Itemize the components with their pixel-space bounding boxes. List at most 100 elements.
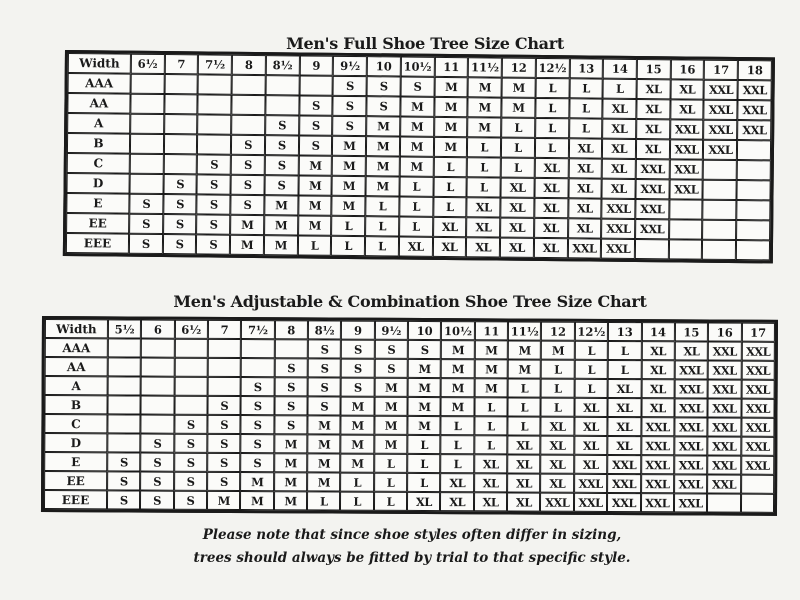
tree-size-cell: S — [400, 76, 435, 97]
empty-cell — [174, 357, 208, 377]
tree-size-cell: S — [231, 134, 266, 156]
tree-size-cell: XL — [500, 197, 535, 218]
tree-size-cell: M — [407, 358, 442, 379]
width-label: A — [44, 376, 108, 396]
tree-size-cell: XXL — [669, 159, 704, 180]
shoe-size-header: 7 — [164, 54, 199, 75]
tree-size-cell: M — [441, 359, 475, 379]
shoe-size-header: 17 — [704, 59, 739, 81]
tree-size-cell: XL — [507, 454, 541, 474]
tree-size-cell: XXL — [640, 493, 674, 513]
tree-size-cell: L — [340, 472, 374, 492]
tree-size-cell: XL — [636, 118, 671, 140]
tree-size-cell: M — [507, 340, 542, 360]
shoe-size-header: 17 — [741, 322, 775, 342]
tree-size-cell: XXL — [674, 360, 708, 380]
tree-size-cell: XXL — [607, 454, 641, 475]
empty-cell — [265, 75, 300, 96]
tree-size-cell: XL — [670, 79, 705, 100]
tree-size-cell: M — [332, 155, 367, 177]
tree-size-cell: S — [162, 234, 197, 255]
tree-size-cell: XXL — [703, 119, 738, 141]
empty-cell — [197, 114, 232, 135]
tree-size-cell: M — [407, 396, 442, 417]
tree-size-cell: XXL — [737, 100, 772, 121]
tree-size-cell: S — [240, 434, 275, 454]
shoe-size-header: 9 — [341, 320, 375, 340]
tree-size-cell: XXL — [741, 398, 775, 418]
shoe-size-header: 10 — [407, 320, 442, 341]
tree-size-cell: XL — [641, 379, 675, 399]
tree-size-cell: M — [441, 378, 475, 398]
shoe-size-header: 11½ — [508, 321, 542, 341]
tree-size-cell: XXL — [601, 198, 636, 219]
tree-size-cell: L — [507, 397, 542, 417]
tree-size-cell: XL — [540, 473, 574, 493]
tree-size-cell: L — [474, 416, 508, 436]
tree-size-cell: M — [340, 396, 375, 416]
tree-size-cell: XXL — [707, 436, 741, 456]
tree-size-cell: XL — [534, 157, 569, 179]
tree-size-cell: L — [467, 157, 501, 178]
tree-size-cell: XXL — [707, 360, 742, 380]
tree-size-cell: XXL — [737, 120, 772, 141]
tree-size-cell: S — [196, 234, 231, 255]
tree-size-cell: XXL — [573, 473, 608, 493]
tree-size-cell: S — [140, 433, 175, 453]
tree-size-cell: XL — [533, 217, 568, 239]
shoe-size-header: 8½ — [307, 320, 342, 340]
shoe-size-header: 8 — [274, 320, 309, 340]
tree-size-cell: XXL — [741, 379, 775, 399]
tree-size-cell: M — [434, 76, 469, 98]
tree-size-cell: L — [373, 491, 408, 511]
width-label: AA — [44, 357, 108, 377]
empty-cell — [207, 357, 242, 378]
shoe-size-header: 6½ — [130, 53, 165, 75]
tree-size-cell: S — [173, 490, 208, 510]
tree-size-cell: S — [173, 433, 208, 453]
tree-size-cell: S — [196, 214, 231, 235]
tree-size-cell: S — [274, 377, 308, 397]
empty-cell — [130, 113, 165, 135]
tree-size-cell: S — [265, 115, 299, 136]
width-column-header: Width — [44, 319, 108, 339]
tree-size-cell: M — [307, 434, 341, 454]
tree-size-cell: L — [365, 216, 400, 237]
tree-size-cell: XXL — [607, 473, 641, 494]
tree-size-cell: S — [274, 396, 308, 416]
tree-size-cell: XXL — [673, 493, 708, 513]
tree-size-cell: M — [207, 490, 241, 511]
shoe-size-header: 10 — [366, 56, 401, 77]
tree-size-cell: S — [107, 471, 141, 491]
tree-size-cell: XL — [540, 435, 575, 455]
tree-size-cell: L — [568, 118, 603, 139]
tree-size-cell: S — [196, 194, 231, 215]
empty-cell — [736, 180, 771, 201]
tree-size-cell: M — [366, 116, 401, 137]
tree-size-cell: S — [230, 194, 265, 216]
tree-size-cell: M — [273, 491, 308, 511]
tree-size-cell: L — [541, 359, 575, 379]
shoe-size-header: 16 — [708, 322, 742, 342]
tree-size-cell: M — [433, 116, 468, 138]
tree-size-cell: XL — [607, 416, 641, 437]
tree-size-cell: XXL — [737, 80, 772, 101]
tree-size-cell: XL — [473, 454, 508, 474]
tree-size-cell: XXL — [635, 218, 670, 240]
tree-size-cell: M — [474, 340, 509, 360]
tree-size-cell: XL — [567, 218, 602, 239]
tree-size-cell: XL — [574, 397, 608, 417]
empty-cell — [174, 338, 208, 358]
adjustable-chart-title: Men's Adjustable & Combination Shoe Tree… — [173, 292, 647, 311]
tree-size-cell: XXL — [640, 417, 675, 437]
tree-size-cell: S — [173, 452, 208, 472]
width-label: D — [66, 173, 130, 194]
tree-size-cell: M — [374, 434, 408, 454]
tree-size-cell: S — [129, 193, 164, 215]
tree-size-cell: S — [240, 377, 275, 397]
tree-size-cell: XL — [670, 99, 704, 120]
tree-size-cell: XXL — [567, 238, 602, 259]
tree-size-cell: M — [365, 176, 400, 197]
shoe-size-header: 13 — [569, 58, 604, 79]
tree-size-cell: XXL — [607, 492, 641, 513]
